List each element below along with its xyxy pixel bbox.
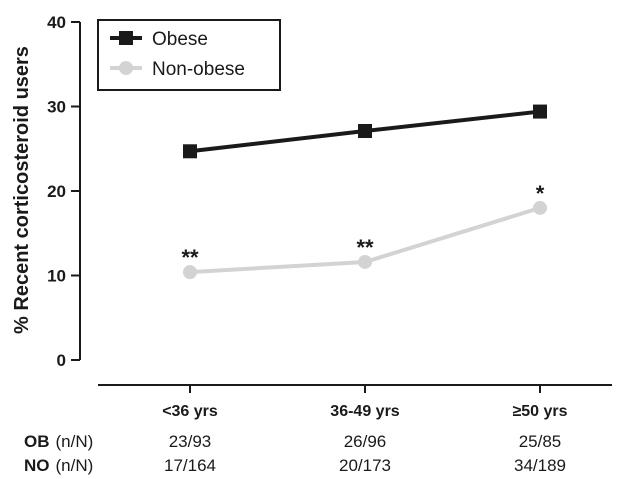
counts-cell: 26/96 bbox=[344, 432, 387, 451]
counts-cell: 17/164 bbox=[164, 456, 216, 475]
legend-box bbox=[97, 19, 281, 91]
legend-marker-1 bbox=[119, 61, 133, 75]
legend-label-0: Obese bbox=[152, 29, 208, 50]
y-axis: 0 10 20 30 40 bbox=[47, 13, 81, 370]
counts-table: OB (n/N) 23/93 26/96 25/85 NO (n/N) 17/164 20/17… bbox=[24, 432, 566, 475]
counts-cell: 25/85 bbox=[519, 432, 562, 451]
counts-row-label: NO (n/N) bbox=[24, 456, 93, 475]
x-tick-label: 36-49 yrs bbox=[330, 403, 399, 420]
counts-row-unit: (n/N) bbox=[56, 432, 94, 451]
x-axis: <36 yrs 36-49 yrs ≥50 yrs bbox=[98, 384, 612, 420]
y-tick-label: 20 bbox=[47, 182, 66, 201]
significance-marker: ** bbox=[181, 245, 199, 270]
data-point-1-0 bbox=[183, 265, 197, 280]
series-layer: ** *** bbox=[181, 104, 547, 280]
counts-row-label: OB (n/N) bbox=[24, 432, 93, 451]
y-tick-label: 40 bbox=[47, 13, 66, 32]
data-point-1-2 bbox=[533, 200, 547, 215]
counts-cell: 23/93 bbox=[169, 432, 212, 451]
counts-cell: 34/189 bbox=[514, 456, 566, 475]
data-point-0-0 bbox=[183, 144, 197, 159]
counts-row-unit: (n/N) bbox=[56, 456, 94, 475]
significance-marker: * bbox=[536, 181, 545, 206]
y-tick-label: 0 bbox=[57, 351, 66, 370]
significance-marker: ** bbox=[356, 235, 374, 260]
legend-label-1: Non-obese bbox=[152, 59, 245, 80]
data-point-0-2 bbox=[533, 104, 547, 119]
counts-row-name: OB bbox=[24, 432, 50, 451]
y-tick-label: 10 bbox=[47, 267, 66, 286]
counts-row-name: NO bbox=[24, 456, 50, 475]
data-point-1-1 bbox=[358, 254, 372, 269]
x-tick-label: <36 yrs bbox=[162, 403, 218, 420]
legend: Obese Non-obese bbox=[97, 19, 281, 91]
x-tick-label: ≥50 yrs bbox=[512, 403, 567, 420]
counts-cell: 20/173 bbox=[339, 456, 391, 475]
legend-marker-0 bbox=[119, 31, 133, 45]
data-point-0-1 bbox=[358, 124, 372, 139]
y-axis-title: % Recent corticosteroid users bbox=[11, 46, 33, 334]
y-tick-label: 30 bbox=[47, 98, 66, 117]
